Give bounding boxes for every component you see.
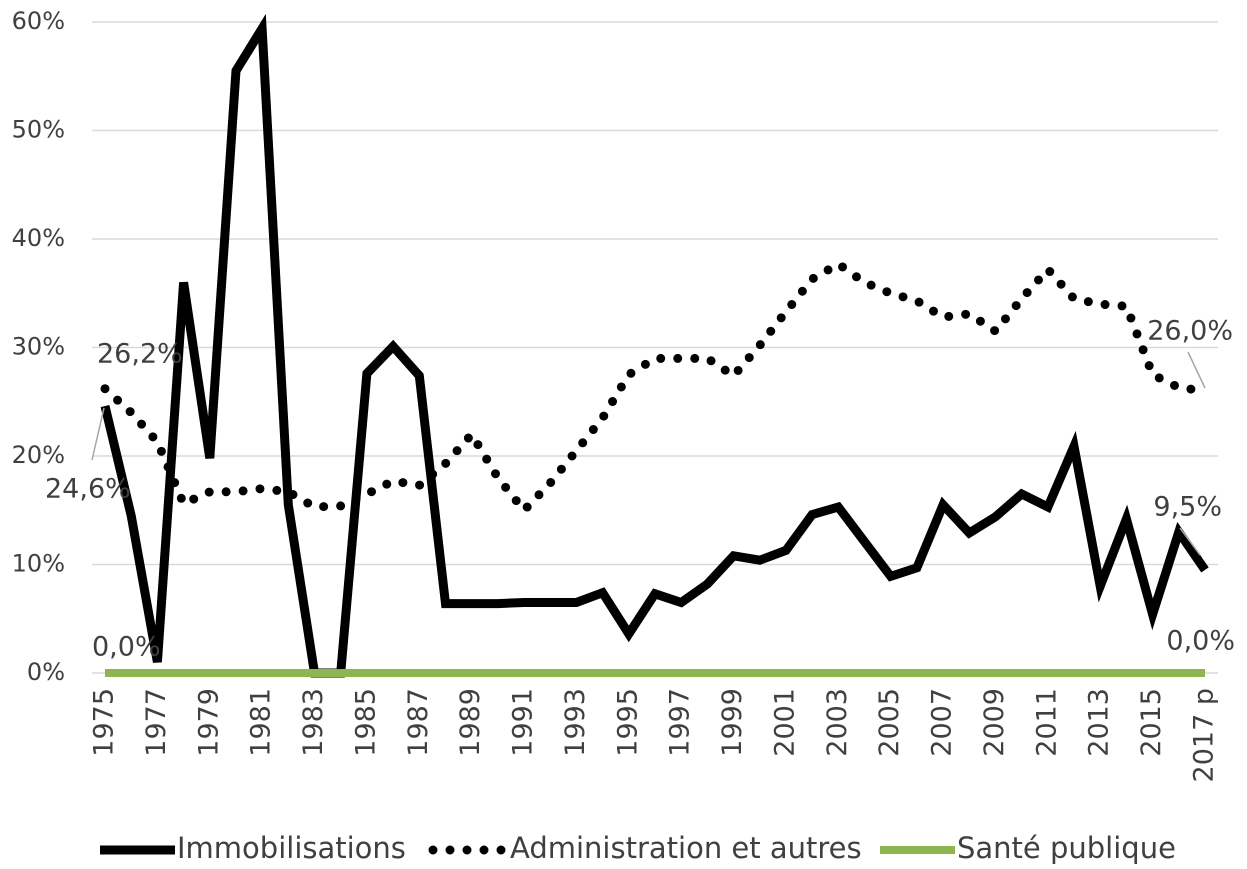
- legend-label: Administration et autres: [510, 831, 862, 865]
- y-tick-label: 50%: [12, 116, 65, 144]
- x-tick-label: 2005: [874, 688, 905, 757]
- data-label: 26,2%: [97, 339, 183, 370]
- x-tick-label: 2011: [1031, 688, 1062, 757]
- x-tick-label: 1979: [193, 688, 224, 757]
- x-tick-label: 1981: [246, 688, 277, 757]
- x-tick-label: 1985: [350, 688, 381, 757]
- x-tick-label: 1975: [89, 688, 120, 757]
- x-tick-label: 2001: [769, 688, 800, 757]
- x-tick-label: 1977: [141, 688, 172, 757]
- leader-line: [1187, 351, 1206, 389]
- x-tick-label: 1991: [508, 688, 539, 757]
- data-label: 26,0%: [1147, 316, 1233, 347]
- leader-line: [1179, 527, 1201, 556]
- x-tick-label: 1997: [665, 688, 696, 757]
- y-tick-label: 60%: [12, 7, 65, 35]
- legend: Immobilisations Administration et autres S…: [100, 831, 1176, 865]
- data-label: 0,0%: [92, 632, 161, 663]
- x-tick-label: 2009: [979, 688, 1010, 757]
- x-tick-label: 2015: [1136, 688, 1167, 757]
- y-tick-label: 0%: [27, 658, 65, 686]
- legend-label: Santé publique: [957, 831, 1176, 865]
- x-tick-label: 1989: [455, 688, 486, 757]
- legend-label: Immobilisations: [177, 831, 406, 865]
- x-tick-label: 1995: [612, 688, 643, 757]
- y-tick-label: 10%: [12, 550, 65, 578]
- y-tick-label: 30%: [12, 333, 65, 361]
- series-line: [100, 13, 1209, 678]
- data-label: 9,5%: [1153, 492, 1222, 523]
- x-tick-label: 2007: [927, 688, 958, 757]
- series-line: [100, 258, 1210, 518]
- y-tick-label: 20%: [12, 441, 65, 469]
- x-tick-label: 2003: [822, 688, 853, 757]
- x-tick-label: 1987: [403, 688, 434, 757]
- data-label: 24,6%: [45, 474, 131, 505]
- x-tick-label: 2017 p: [1189, 688, 1220, 782]
- x-tick-label: 2013: [1084, 688, 1115, 757]
- y-tick-label: 40%: [12, 224, 65, 252]
- data-label: 0,0%: [1166, 626, 1235, 657]
- x-tick-label: 1983: [298, 688, 329, 757]
- x-tick-label: 1993: [560, 688, 591, 757]
- x-tick-label: 1999: [717, 688, 748, 757]
- leader-line: [91, 407, 105, 461]
